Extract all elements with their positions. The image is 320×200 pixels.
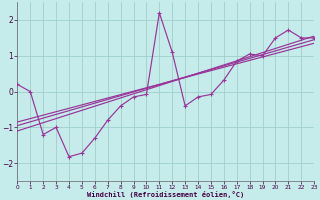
X-axis label: Windchill (Refroidissement éolien,°C): Windchill (Refroidissement éolien,°C): [87, 191, 244, 198]
